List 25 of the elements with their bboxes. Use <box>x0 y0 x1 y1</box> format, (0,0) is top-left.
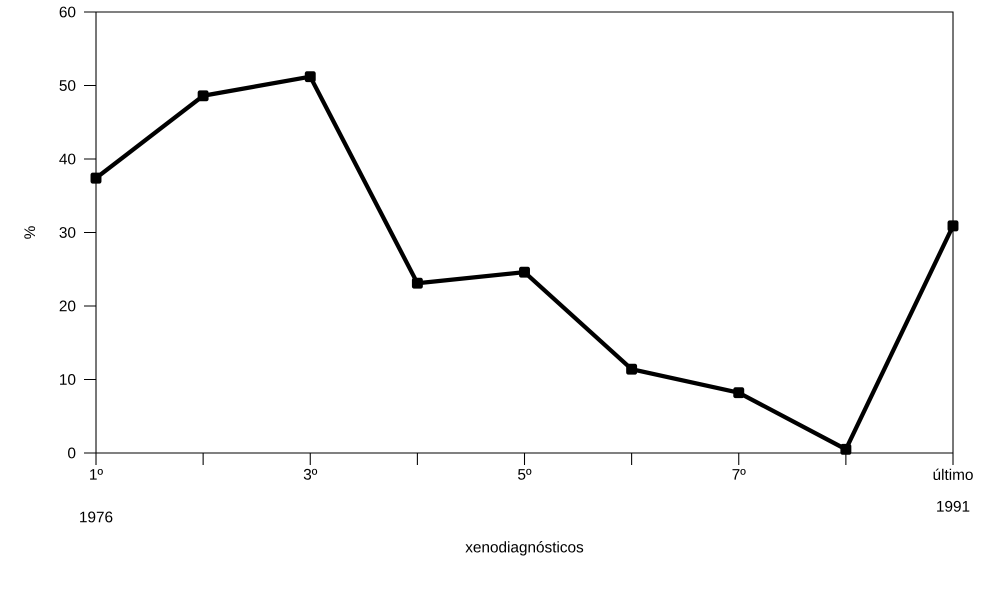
y-tick-label: 20 <box>60 300 76 312</box>
y-tick-label: 40 <box>59 154 76 164</box>
x-tick-label: 7º <box>732 468 746 480</box>
point <box>304 71 316 82</box>
point <box>90 172 102 184</box>
point <box>733 387 744 398</box>
point <box>412 278 423 289</box>
y-tick-label: 10 <box>60 374 76 385</box>
point <box>198 90 209 102</box>
y-tick-label: 60 <box>60 6 76 18</box>
x-tick-label: 5º <box>518 468 532 480</box>
point <box>840 444 852 455</box>
x-axis-title: xenodiagnósticos <box>465 541 584 556</box>
y-tick-label: 50 <box>60 80 76 91</box>
x-tick-label: 3º <box>304 468 318 480</box>
point <box>626 364 638 375</box>
point <box>948 220 958 232</box>
y-tick-label: 30 <box>59 227 76 238</box>
y-axis-title: % <box>24 226 36 239</box>
point <box>519 266 530 278</box>
x-tick-label: último <box>934 468 973 480</box>
y-tick-label: 0 <box>68 448 76 458</box>
text: 1991 <box>937 500 970 512</box>
x-tick-label: 1º <box>90 468 103 480</box>
text: 1976 <box>80 512 112 522</box>
